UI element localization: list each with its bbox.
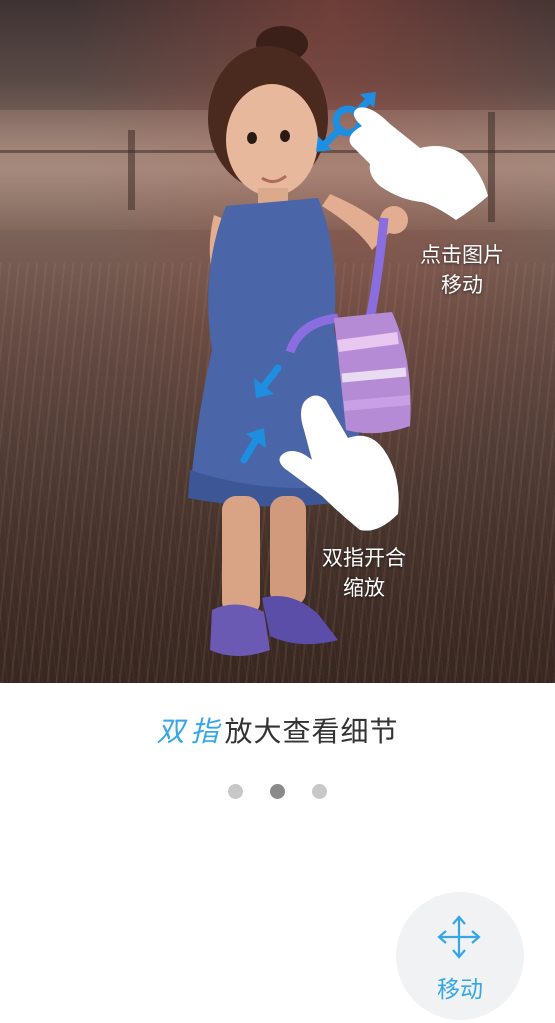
tap-hand-icon bbox=[349, 107, 488, 220]
pinch-arrow-down-icon bbox=[254, 364, 282, 398]
pinch-to-zoom-hint: 双指开合 缩放 bbox=[300, 543, 428, 603]
move-arrows-icon bbox=[437, 915, 481, 959]
photo-viewer[interactable]: 点击图片 移动 双指开合 缩放 bbox=[0, 0, 555, 683]
pinch-arrow-up-icon bbox=[240, 428, 266, 464]
move-button-label: 移动 bbox=[437, 977, 483, 1003]
pager-dots bbox=[0, 784, 555, 800]
caption-text: 放大查看细节 bbox=[224, 715, 399, 748]
tap-hint-line-1: 点击图片 bbox=[420, 243, 504, 267]
move-button[interactable]: 移动 bbox=[396, 892, 524, 1020]
feature-caption: 双指放大查看细节 bbox=[0, 710, 555, 754]
tap-hint-line-2: 移动 bbox=[441, 273, 483, 297]
pinch-hint-line-1: 双指开合 bbox=[322, 546, 406, 570]
pager-dot-active[interactable] bbox=[270, 784, 285, 799]
pager-dot[interactable] bbox=[228, 784, 243, 799]
child-photo-subject bbox=[188, 26, 411, 656]
fence-post bbox=[488, 112, 495, 222]
pinch-hint-line-2: 缩放 bbox=[343, 576, 385, 600]
pinch-hand-icon bbox=[279, 395, 399, 531]
tap-to-move-hint: 点击图片 移动 bbox=[398, 240, 526, 300]
fence-post bbox=[128, 130, 135, 210]
pager-dot[interactable] bbox=[312, 784, 327, 799]
caption-accent: 双指 bbox=[156, 715, 225, 748]
